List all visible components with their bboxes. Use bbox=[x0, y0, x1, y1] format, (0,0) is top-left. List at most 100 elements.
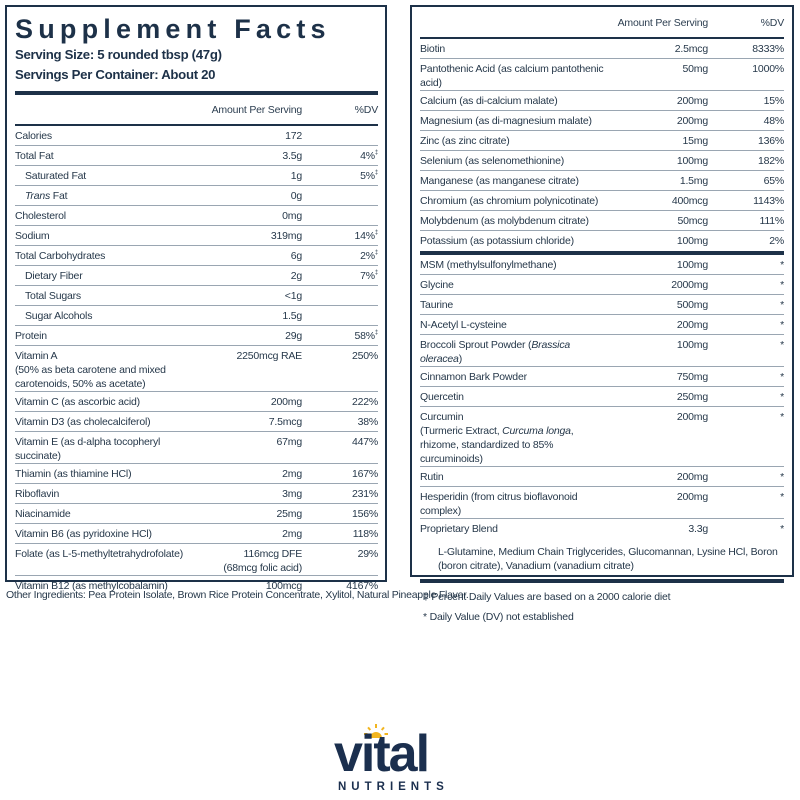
amount-per-serving: 200mg bbox=[676, 95, 708, 107]
nutrient-name: Broccoli Sprout Powder (Brassica olerace… bbox=[420, 339, 571, 365]
amount-per-serving: 250mg bbox=[676, 391, 708, 403]
percent-dv: 4167% bbox=[346, 580, 378, 592]
percent-dv: 48% bbox=[763, 115, 785, 127]
percent-dv: 156% bbox=[351, 508, 378, 520]
percent-dv: 167% bbox=[351, 468, 378, 480]
amount-per-serving: 2250mcg RAE bbox=[236, 350, 302, 362]
nutrient-name: Riboflavin bbox=[15, 488, 60, 500]
amount-per-serving: 29g bbox=[285, 330, 302, 342]
nutrient-name: Vitamin A (50% as beta carotene and mixed… bbox=[15, 349, 200, 391]
percent-dv: 7%‡ bbox=[360, 270, 378, 282]
nutrient-name: Glycine bbox=[420, 279, 454, 291]
dv-header: %DV bbox=[760, 16, 785, 29]
table-row: Vitamin A (50% as beta carotene and mixed… bbox=[15, 346, 378, 392]
amount-per-serving: 200mg bbox=[676, 491, 708, 503]
table-row: Chromium (as chromium polynicotinate) 400… bbox=[420, 191, 784, 211]
table-row: Dietary Fiber 2g 7%‡ bbox=[15, 266, 378, 286]
amount-per-serving: 3mg bbox=[282, 488, 302, 500]
table-row: Vitamin B6 (as pyridoxine HCl) 2mg 118% bbox=[15, 524, 378, 544]
table-row: Sugar Alcohols 1.5g bbox=[15, 306, 378, 326]
percent-dv: 250% bbox=[351, 350, 378, 362]
amount-per-serving: 116mcg DFE (68mcg folic acid) bbox=[223, 548, 302, 574]
percent-dv: * bbox=[780, 371, 784, 383]
table-row: Total Sugars <1g bbox=[15, 286, 378, 306]
table-row: Vitamin D3 (as cholecalciferol) 7.5mcg 38% bbox=[15, 412, 378, 432]
table-row: Zinc (as zinc citrate) 15mg 136% bbox=[420, 131, 784, 151]
table-row: Calories 172 bbox=[15, 126, 378, 146]
table-row: Hesperidin (from citrus bioflavonoid com… bbox=[420, 487, 784, 519]
nutrient-name: Zinc (as zinc citrate) bbox=[420, 135, 510, 147]
amount-per-serving: 0mg bbox=[282, 210, 302, 222]
amount-per-serving: 2mg bbox=[282, 468, 302, 480]
column-header: Amount Per Serving %DV bbox=[420, 8, 785, 37]
table-row: Cholesterol 0mg bbox=[15, 206, 378, 226]
nutrient-name-italic: Brassica oleracea bbox=[420, 339, 571, 365]
nutrient-source: (Turmeric Extract, Curcuma longa, rhizom… bbox=[420, 425, 574, 465]
table-row: Potassium (as potassium chloride) 100mg 2% bbox=[420, 231, 784, 251]
percent-dv: * bbox=[780, 339, 784, 351]
amount-per-serving: 2g bbox=[290, 270, 302, 282]
nutrient-name: Folate (as L-5-methyltetrahydrofolate) bbox=[15, 548, 184, 560]
divider-thick bbox=[420, 579, 784, 583]
percent-dv: * bbox=[780, 523, 784, 535]
nutrient-name: Calories bbox=[15, 130, 52, 142]
amount-per-serving: 200mg bbox=[676, 319, 708, 331]
divider bbox=[15, 124, 378, 126]
percent-dv: 4%‡ bbox=[360, 150, 378, 162]
amount-per-serving: 200mg bbox=[270, 396, 302, 408]
amount-per-serving: 100mg bbox=[676, 259, 708, 271]
nutrient-name: Manganese (as manganese citrate) bbox=[420, 175, 579, 187]
nutrient-name: Sodium bbox=[15, 230, 50, 242]
servings-per-container: Servings Per Container: About 20 bbox=[15, 67, 216, 82]
percent-dv: * bbox=[780, 411, 784, 423]
nutrient-name: Trans Fat bbox=[25, 190, 68, 202]
nutrient-name: Curcumin (Turmeric Extract, Curcuma longa… bbox=[420, 410, 606, 466]
column-header: Amount Per Serving %DV bbox=[15, 95, 379, 124]
amount-per-serving: 50mg bbox=[682, 63, 709, 75]
amount-per-serving: <1g bbox=[284, 290, 302, 302]
table-row: Thiamin (as thiamine HCl) 2mg 167% bbox=[15, 464, 378, 484]
table-row: Quercetin 250mg * bbox=[420, 387, 784, 407]
dv-header: %DV bbox=[354, 103, 379, 116]
nutrient-name: Rutin bbox=[420, 471, 444, 483]
double-dagger-mark: ‡ bbox=[374, 170, 378, 176]
double-dagger-mark: ‡ bbox=[374, 250, 378, 256]
nutrient-name: Vitamin C (as ascorbic acid) bbox=[15, 396, 140, 408]
table-row: Biotin 2.5mcg 8333% bbox=[420, 39, 784, 59]
table-row: Protein 29g 58%‡ bbox=[15, 326, 378, 346]
amount-per-serving: 100mg bbox=[676, 155, 708, 167]
amount-per-serving: 200mg bbox=[676, 115, 708, 127]
percent-dv: * bbox=[780, 319, 784, 331]
amount-per-serving: 25mg bbox=[276, 508, 303, 520]
percent-dv: 65% bbox=[763, 175, 785, 187]
percent-dv: 222% bbox=[351, 396, 378, 408]
amount-per-serving: 100mcg bbox=[265, 580, 302, 592]
table-row: Vitamin E (as d-alpha tocopheryl succina… bbox=[15, 432, 378, 464]
other-ingredients: Other Ingredients: Pea Protein Isolate, … bbox=[6, 589, 469, 601]
table-row: Rutin 200mg * bbox=[420, 467, 784, 487]
percent-dv: * bbox=[780, 299, 784, 311]
table-row: Taurine 500mg * bbox=[420, 295, 784, 315]
amount-per-serving: 1.5g bbox=[282, 310, 302, 322]
amount-per-serving: 400mcg bbox=[671, 195, 708, 207]
percent-dv: 8333% bbox=[752, 43, 784, 55]
percent-dv: 14%‡ bbox=[354, 230, 378, 242]
percent-dv: 182% bbox=[757, 155, 784, 167]
nutrient-name: Cinnamon Bark Powder bbox=[420, 371, 527, 383]
table-row: Proprietary Blend 3.3g * bbox=[420, 519, 784, 539]
percent-dv: * bbox=[780, 279, 784, 291]
amount-per-serving: 750mg bbox=[676, 371, 708, 383]
nutrient-name: Selenium (as selenomethionine) bbox=[420, 155, 564, 167]
double-dagger-mark: ‡ bbox=[374, 230, 378, 236]
amount-per-serving: 67mg bbox=[276, 436, 303, 448]
nutrient-name: Vitamin E (as d-alpha tocopheryl succina… bbox=[15, 436, 161, 462]
proprietary-blend-contents: L-Glutamine, Medium Chain Triglycerides,… bbox=[438, 546, 778, 572]
divider bbox=[420, 37, 784, 39]
amount-per-serving: 3.3g bbox=[688, 523, 708, 535]
percent-dv: 136% bbox=[757, 135, 784, 147]
nutrient-name: Dietary Fiber bbox=[25, 270, 83, 282]
percent-dv: 5%‡ bbox=[360, 170, 378, 182]
other-actives-table: MSM (methylsulfonylmethane) 100mg * Glycine… bbox=[420, 255, 784, 539]
double-dagger-mark: ‡ bbox=[374, 270, 378, 276]
amount-per-serving: 500mg bbox=[676, 299, 708, 311]
